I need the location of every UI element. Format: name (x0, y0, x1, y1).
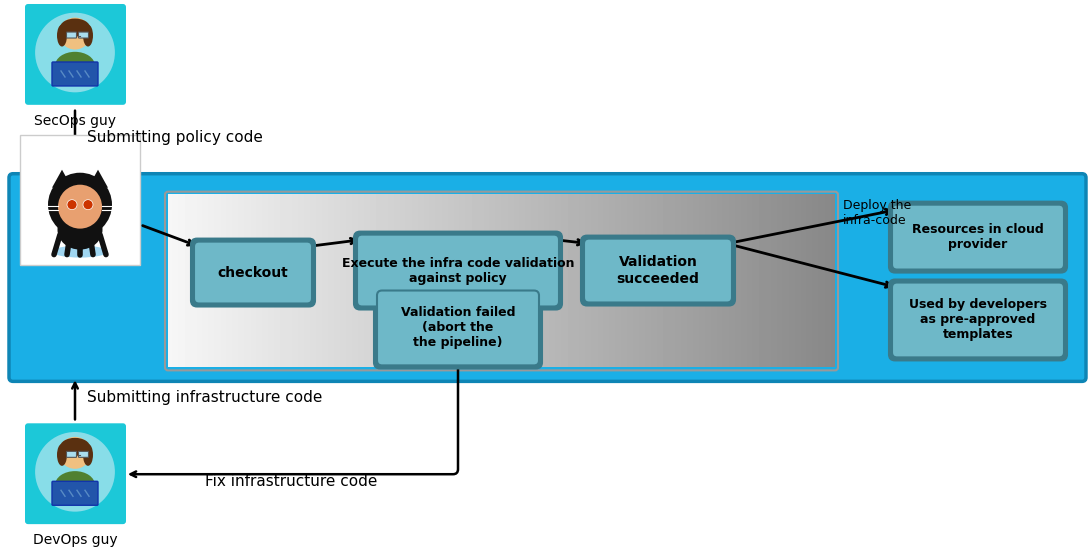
Text: Used by developers
as pre-approved
templates: Used by developers as pre-approved templ… (909, 299, 1047, 342)
Polygon shape (52, 170, 72, 188)
Text: SecOps guy: SecOps guy (34, 114, 116, 128)
Text: Resources in cloud
provider: Resources in cloud provider (912, 223, 1044, 251)
Text: Execute the infra code validation
against policy: Execute the infra code validation agains… (342, 257, 574, 284)
FancyBboxPatch shape (191, 239, 314, 306)
FancyBboxPatch shape (889, 279, 1067, 360)
FancyBboxPatch shape (892, 204, 1064, 269)
Text: Submitting policy code: Submitting policy code (87, 130, 263, 145)
FancyBboxPatch shape (52, 62, 98, 86)
Ellipse shape (60, 438, 90, 456)
FancyBboxPatch shape (377, 290, 539, 365)
Text: Validation failed
(abort the
the pipeline): Validation failed (abort the the pipelin… (401, 306, 515, 349)
Ellipse shape (83, 444, 93, 466)
Ellipse shape (57, 25, 67, 46)
FancyBboxPatch shape (373, 288, 542, 369)
Circle shape (35, 13, 115, 93)
FancyBboxPatch shape (584, 239, 732, 302)
Text: Deploy the
infra-code: Deploy the infra-code (843, 199, 911, 226)
Ellipse shape (60, 19, 90, 36)
Text: Fix infrastructure code: Fix infrastructure code (205, 474, 377, 489)
Ellipse shape (55, 52, 95, 80)
Polygon shape (88, 170, 108, 188)
Text: checkout: checkout (217, 266, 288, 279)
FancyBboxPatch shape (67, 451, 76, 457)
FancyBboxPatch shape (67, 32, 76, 38)
FancyBboxPatch shape (354, 231, 562, 310)
Circle shape (58, 185, 102, 229)
FancyBboxPatch shape (581, 236, 735, 305)
FancyBboxPatch shape (892, 283, 1064, 358)
FancyBboxPatch shape (357, 235, 559, 306)
Circle shape (59, 18, 91, 50)
FancyBboxPatch shape (889, 202, 1067, 273)
FancyBboxPatch shape (79, 32, 88, 38)
Circle shape (83, 199, 93, 209)
FancyBboxPatch shape (79, 451, 88, 457)
Circle shape (59, 437, 91, 469)
Ellipse shape (57, 444, 67, 466)
Text: Validation
succeeded: Validation succeeded (617, 256, 700, 285)
FancyBboxPatch shape (9, 174, 1087, 381)
FancyBboxPatch shape (52, 482, 98, 505)
FancyBboxPatch shape (25, 4, 126, 105)
Text: Submitting infrastructure code: Submitting infrastructure code (87, 390, 322, 405)
Ellipse shape (55, 471, 95, 499)
FancyBboxPatch shape (194, 241, 312, 304)
Circle shape (35, 432, 115, 512)
Circle shape (48, 172, 112, 236)
FancyBboxPatch shape (20, 135, 140, 264)
Ellipse shape (58, 209, 103, 250)
Text: DevOps guy: DevOps guy (33, 533, 117, 547)
Ellipse shape (83, 25, 93, 46)
Circle shape (67, 199, 78, 209)
Ellipse shape (52, 246, 107, 257)
FancyBboxPatch shape (25, 423, 126, 524)
